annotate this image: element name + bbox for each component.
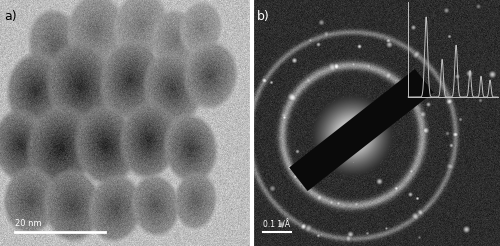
- Polygon shape: [289, 69, 434, 191]
- Text: b): b): [256, 10, 269, 23]
- Text: a): a): [4, 10, 16, 23]
- Text: 0.1 1/Å: 0.1 1/Å: [264, 220, 290, 229]
- Text: 20 nm: 20 nm: [15, 219, 42, 228]
